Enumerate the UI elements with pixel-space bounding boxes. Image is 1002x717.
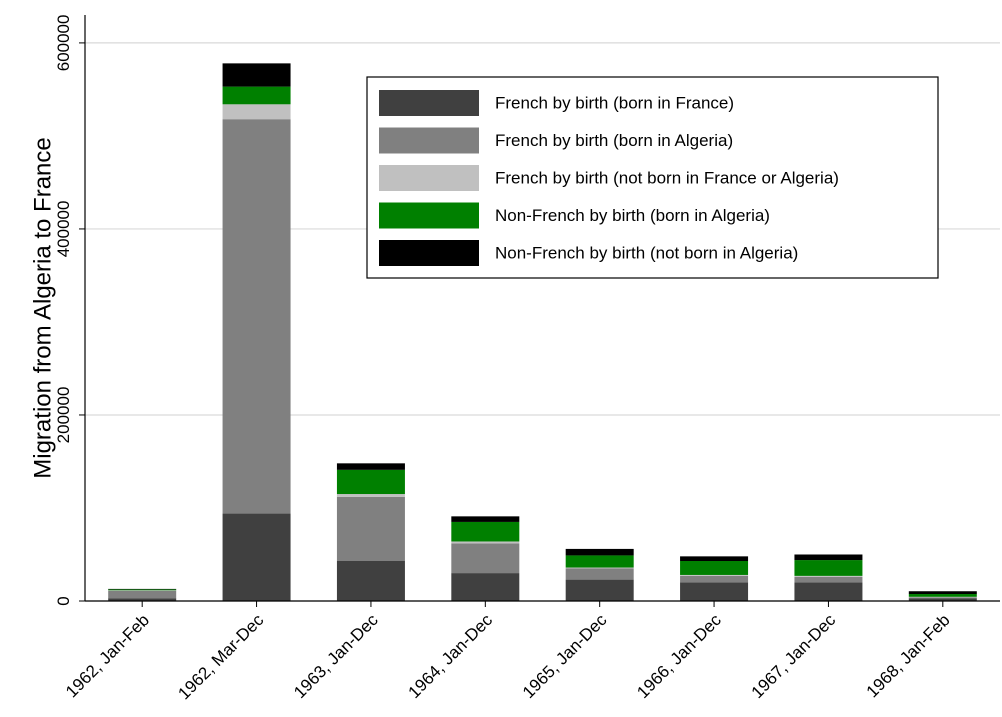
bar-segment: [222, 513, 291, 601]
bar-segment: [451, 573, 520, 601]
y-tick-label: 400000: [54, 201, 73, 258]
bar-segment: [108, 590, 177, 599]
bar-segment: [794, 582, 863, 601]
legend-swatch: [379, 165, 479, 191]
bar-segment: [565, 555, 634, 568]
bar-segment: [451, 541, 520, 544]
x-tick-label: 1968, Jan-Feb: [863, 610, 954, 701]
bar-segment: [680, 574, 749, 576]
bar-segment: [794, 560, 863, 576]
bar-segment: [680, 561, 749, 575]
bar-segment: [336, 469, 405, 495]
y-tick-label: 600000: [54, 15, 73, 72]
bar-segment: [222, 104, 291, 120]
bar-segment: [908, 591, 977, 595]
bar-segment: [336, 463, 405, 470]
bar-segment: [908, 597, 977, 599]
bar-segment: [565, 567, 634, 569]
legend-label: Non-French by birth (not born in Algeria…: [495, 243, 798, 262]
bar-segment: [680, 556, 749, 562]
bar-segment: [336, 494, 405, 497]
x-tick-label: 1962, Jan-Feb: [62, 610, 153, 701]
legend-label: French by birth (born in Algeria): [495, 131, 733, 150]
legend-label: Non-French by birth (born in Algeria): [495, 206, 770, 225]
x-tick-label: 1962, Mar-Dec: [174, 610, 267, 703]
x-tick-label: 1966, Jan-Dec: [633, 610, 725, 702]
bar-segment: [908, 598, 977, 601]
bar-segment: [451, 516, 520, 522]
legend-swatch: [379, 127, 479, 154]
bar-segment: [794, 554, 863, 561]
bar-segment: [451, 521, 520, 542]
bar-segment: [908, 594, 977, 597]
x-tick-label: 1967, Jan-Dec: [748, 610, 840, 702]
legend-label: French by birth (not born in France or A…: [495, 168, 839, 187]
x-tick-label: 1964, Jan-Dec: [405, 610, 497, 702]
bar-segment: [336, 561, 405, 601]
bar-segment: [451, 543, 520, 574]
bar-segment: [565, 579, 634, 601]
bar-segment: [565, 548, 634, 556]
bar-segment: [565, 568, 634, 580]
bar-segment: [222, 119, 291, 514]
bar-segment: [680, 582, 749, 601]
y-tick-label: 0: [54, 596, 73, 605]
bar-segment: [336, 496, 405, 562]
bar-segment: [108, 598, 177, 601]
x-tick-label: 1963, Jan-Dec: [290, 610, 382, 702]
bar-segment: [222, 63, 291, 87]
y-tick-label: 200000: [54, 387, 73, 444]
legend-swatch: [379, 202, 479, 229]
y-axis-title: Migration from Algeria to France: [29, 137, 56, 478]
bar-segment: [794, 576, 863, 583]
legend-label: French by birth (born in France): [495, 93, 734, 112]
legend-swatch: [379, 90, 479, 116]
bar-segment: [794, 575, 863, 577]
bar-segment: [680, 575, 749, 583]
legend-swatch: [379, 240, 479, 266]
x-tick-label: 1965, Jan-Dec: [519, 610, 611, 702]
bar-segment: [222, 86, 291, 105]
bar-segment: [108, 589, 177, 591]
